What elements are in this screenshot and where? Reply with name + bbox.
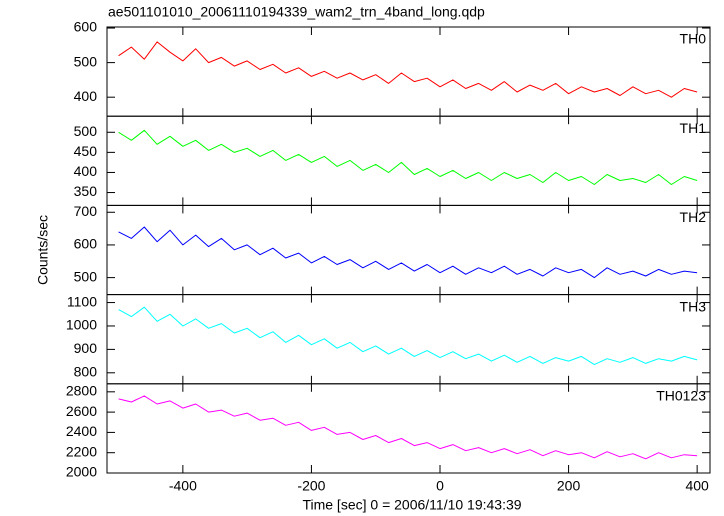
- y-tick-label: 1000: [66, 317, 97, 333]
- panel-label: TH0123: [656, 388, 706, 404]
- y-tick-label: 600: [74, 236, 98, 252]
- y-tick-label: 400: [74, 163, 98, 179]
- panel-frame: [106, 294, 711, 385]
- panel-frame: [106, 26, 711, 117]
- y-tick-label: 2200: [66, 443, 97, 459]
- series-line: [118, 129, 698, 185]
- panel-label: TH2: [680, 209, 707, 225]
- panel-frame: [106, 204, 711, 296]
- x-tick-label: 200: [557, 478, 581, 494]
- y-tick-label: 1100: [67, 293, 97, 309]
- y-tick-label: 700: [74, 203, 98, 219]
- panel-frame: [106, 115, 711, 206]
- y-tick-label: 500: [74, 53, 98, 69]
- panel-frame: [106, 383, 711, 474]
- y-tick-label: 400: [74, 88, 98, 104]
- y-tick-label: 2000: [66, 464, 97, 480]
- x-tick-label: 400: [685, 478, 709, 494]
- y-tick-label: 600: [74, 19, 98, 35]
- y-tick-label: 500: [74, 123, 98, 139]
- x-tick-label: -400: [169, 478, 197, 494]
- panel-label: TH0: [680, 31, 707, 47]
- series-line: [118, 41, 698, 98]
- y-tick-label: 2600: [66, 403, 97, 419]
- y-axis-label: Counts/sec: [35, 215, 51, 285]
- panel-label: TH1: [680, 120, 707, 136]
- y-tick-label: 800: [74, 363, 98, 379]
- y-tick-label: 350: [74, 183, 98, 199]
- x-tick-label: 0: [436, 478, 444, 494]
- y-tick-label: 2400: [66, 423, 97, 439]
- panel-label: TH3: [680, 298, 707, 314]
- y-tick-label: 500: [74, 268, 98, 284]
- x-axis-label: Time [sec] 0 = 2006/11/10 19:43:39: [302, 497, 521, 513]
- series-line: [118, 226, 698, 279]
- x-tick-label: -200: [297, 478, 325, 494]
- chart-title: ae501101010_20061110194339_wam2_trn_4ban…: [108, 4, 485, 20]
- series-line: [118, 395, 698, 460]
- y-tick-label: 900: [74, 340, 98, 356]
- y-tick-label: 2800: [66, 383, 97, 399]
- series-line: [118, 306, 698, 366]
- y-tick-label: 450: [74, 143, 98, 159]
